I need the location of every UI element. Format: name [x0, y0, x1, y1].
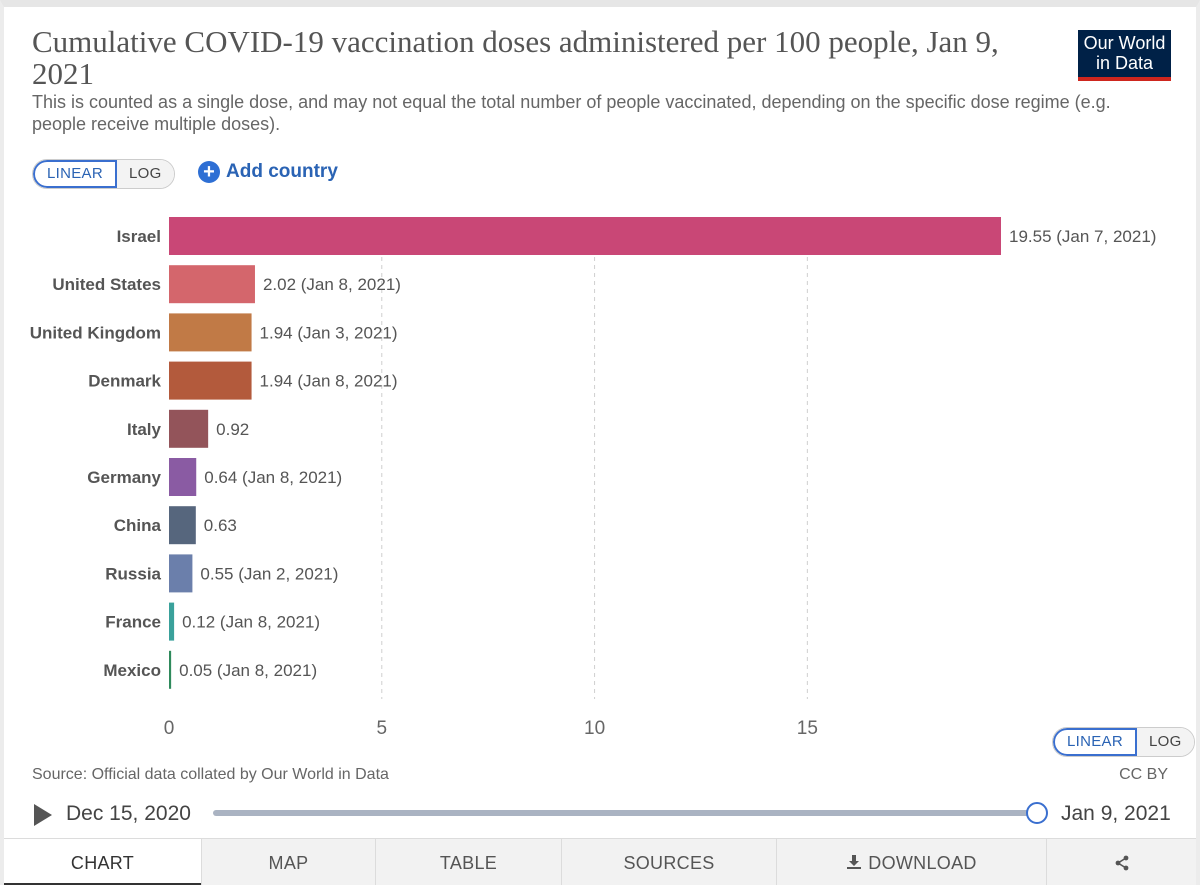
linear-scale-button-bottom[interactable]: LINEAR	[1053, 728, 1137, 756]
timeline: Dec 15, 2020 Jan 9, 2021	[32, 796, 1172, 832]
chart-subtitle: This is counted as a single dose, and ma…	[32, 92, 1111, 134]
play-icon[interactable]	[34, 804, 52, 826]
bar	[169, 313, 252, 352]
scale-toggle-bottom: LINEAR LOG	[1052, 727, 1195, 757]
category-label: Mexico	[103, 661, 161, 680]
bar	[169, 409, 209, 448]
tab-map[interactable]: MAP	[201, 839, 375, 885]
value-label: 2.02 (Jan 8, 2021)	[263, 275, 401, 294]
grid-lines	[381, 217, 808, 699]
share-icon	[1115, 855, 1128, 871]
tab-chart[interactable]: CHART	[4, 839, 201, 885]
bar	[169, 506, 196, 545]
category-label: Germany	[87, 468, 161, 487]
bar	[169, 650, 172, 689]
value-label: 0.05 (Jan 8, 2021)	[179, 661, 317, 680]
tab-table[interactable]: TABLE	[375, 839, 561, 885]
category-label: Denmark	[88, 372, 161, 391]
x-tick-label: 0	[164, 718, 175, 739]
log-scale-button-bottom[interactable]: LOG	[1137, 728, 1194, 756]
tab-sources[interactable]: SOURCES	[561, 839, 776, 885]
timeline-start-date: Dec 15, 2020	[66, 802, 191, 825]
value-label: 1.94 (Jan 3, 2021)	[260, 323, 398, 342]
x-tick-label: 15	[797, 718, 818, 739]
value-label: 1.94 (Jan 8, 2021)	[260, 372, 398, 391]
category-label: United States	[52, 275, 161, 294]
x-tick-label: 10	[584, 718, 605, 739]
bar-chart: Israel 19.55 (Jan 7, 2021) United States 2.…	[30, 217, 1156, 739]
license-link[interactable]: CC BY	[1119, 766, 1168, 783]
timeline-end-date: Jan 9, 2021	[1061, 802, 1171, 825]
tab-share[interactable]	[1046, 839, 1196, 885]
chart-title: Cumulative COVID-19 vaccination doses ad…	[32, 24, 999, 91]
value-label: 0.64 (Jan 8, 2021)	[204, 468, 342, 487]
value-label: 0.92	[216, 420, 249, 439]
add-country-button[interactable]: + Add country	[198, 161, 338, 183]
x-axis-ticks: 0 5 10 15	[164, 718, 818, 739]
category-label: France	[105, 613, 161, 632]
timeline-handle[interactable]	[1026, 802, 1048, 824]
bar	[169, 361, 252, 400]
category-label: Russia	[105, 564, 161, 583]
tab-bar: CHART MAP TABLE SOURCES DOWNLOAD	[4, 838, 1196, 885]
value-label: 19.55 (Jan 7, 2021)	[1009, 227, 1156, 246]
logo-line-2: in Data	[1095, 53, 1154, 73]
source-note: Source: Official data collated by Our Wo…	[32, 766, 389, 783]
bar	[169, 217, 1001, 255]
bar	[169, 458, 197, 496]
plus-circle-icon: +	[198, 161, 220, 183]
tab-download[interactable]: DOWNLOAD	[776, 839, 1046, 885]
owid-logo[interactable]: Our World in Data	[1078, 30, 1171, 81]
linear-scale-button[interactable]: LINEAR	[33, 160, 117, 188]
download-icon	[847, 855, 862, 869]
category-label: Israel	[117, 227, 161, 246]
bars: Israel 19.55 (Jan 7, 2021) United States 2.…	[30, 217, 1156, 689]
category-label: Italy	[127, 420, 162, 439]
value-label: 0.12 (Jan 8, 2021)	[182, 613, 320, 632]
bar	[169, 554, 193, 593]
add-country-label: Add country	[226, 161, 338, 182]
category-label: China	[114, 516, 162, 535]
value-label: 0.55 (Jan 2, 2021)	[200, 564, 338, 583]
timeline-track[interactable]	[213, 810, 1039, 816]
tab-download-label: DOWNLOAD	[868, 853, 977, 873]
scale-toggle-top: LINEAR LOG	[32, 159, 175, 189]
value-label: 0.63	[204, 516, 237, 535]
category-label: United Kingdom	[30, 323, 161, 342]
logo-line-1: Our World	[1083, 33, 1166, 53]
x-tick-label: 5	[376, 718, 387, 739]
bar	[169, 265, 255, 304]
bar	[169, 602, 175, 641]
log-scale-button[interactable]: LOG	[117, 160, 174, 188]
